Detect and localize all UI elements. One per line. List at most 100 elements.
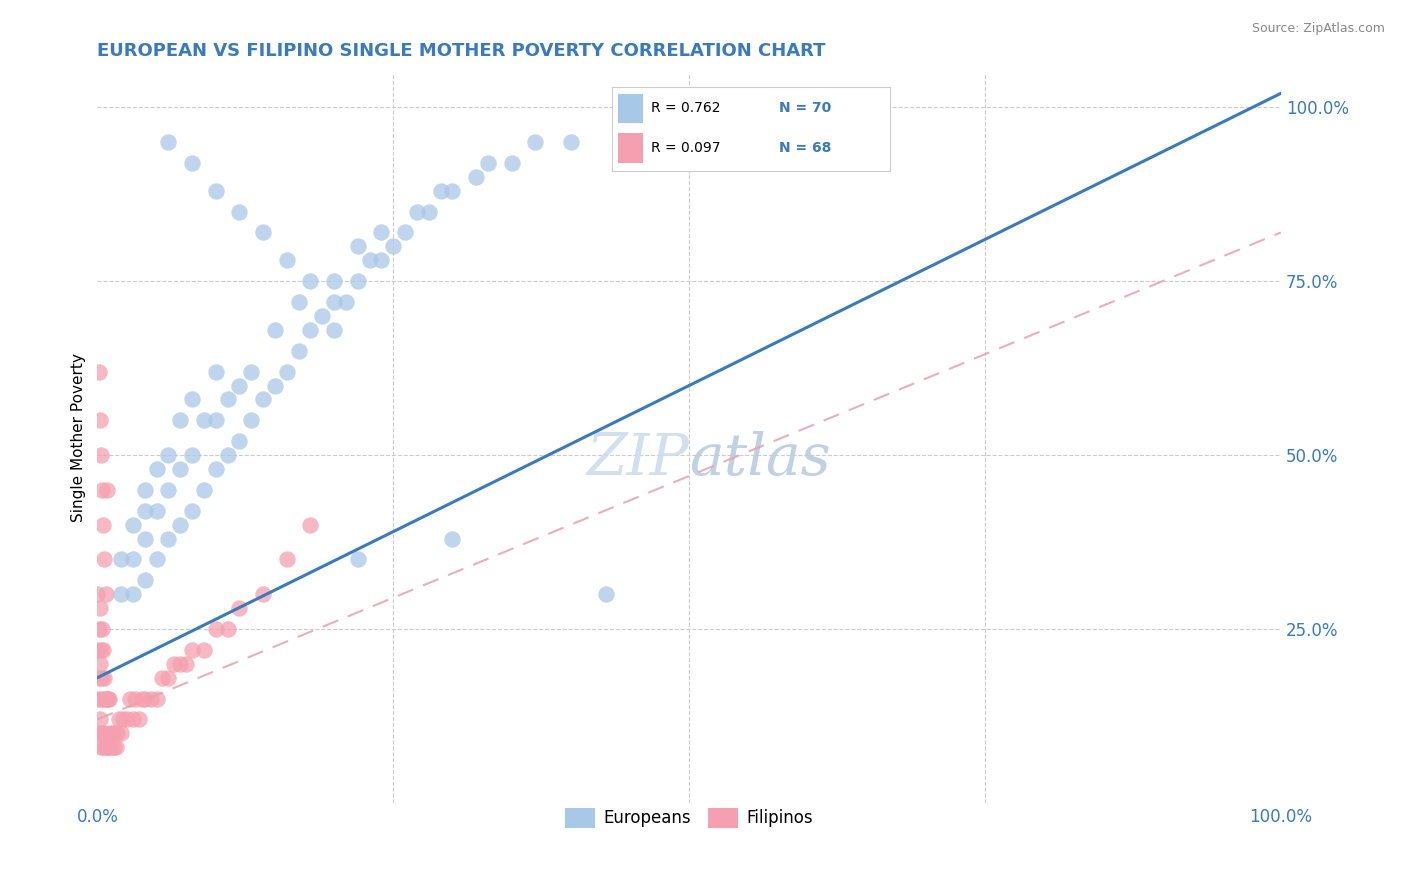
Point — [193, 483, 215, 497]
Point — [299, 323, 322, 337]
Point — [204, 462, 226, 476]
Point — [228, 601, 250, 615]
Point — [346, 274, 368, 288]
Point — [323, 323, 346, 337]
Point — [181, 643, 204, 657]
Point — [441, 184, 464, 198]
Point — [204, 413, 226, 427]
Point — [276, 365, 298, 379]
Point — [311, 309, 333, 323]
Point — [193, 643, 215, 657]
Legend: Europeans, Filipinos: Europeans, Filipinos — [558, 801, 820, 835]
Point — [104, 726, 127, 740]
Point — [501, 156, 523, 170]
Point — [157, 135, 180, 149]
Point — [90, 691, 112, 706]
Point — [134, 532, 156, 546]
Point — [382, 239, 405, 253]
Point — [169, 462, 191, 476]
Point — [96, 740, 118, 755]
Point — [134, 483, 156, 497]
Point — [323, 274, 346, 288]
Point — [91, 483, 114, 497]
Point — [134, 504, 156, 518]
Point — [240, 413, 263, 427]
Point — [110, 726, 132, 740]
Y-axis label: Single Mother Poverty: Single Mother Poverty — [72, 353, 86, 522]
Point — [252, 392, 274, 407]
Point — [157, 532, 180, 546]
Point — [181, 392, 204, 407]
Point — [87, 726, 110, 740]
Text: atlas: atlas — [689, 432, 831, 488]
Point — [89, 601, 111, 615]
Point — [406, 204, 429, 219]
Text: Source: ZipAtlas.com: Source: ZipAtlas.com — [1251, 22, 1385, 36]
Point — [276, 253, 298, 268]
Point — [346, 552, 368, 566]
Point — [91, 622, 114, 636]
Point — [323, 295, 346, 310]
Point — [276, 552, 298, 566]
Point — [204, 622, 226, 636]
Point — [145, 691, 167, 706]
Point — [169, 413, 191, 427]
Point — [252, 587, 274, 601]
Point — [157, 448, 180, 462]
Point — [252, 226, 274, 240]
Point — [121, 587, 143, 601]
Point — [98, 740, 121, 755]
Point — [86, 587, 108, 601]
Point — [87, 622, 110, 636]
Point — [524, 135, 547, 149]
Point — [121, 713, 143, 727]
Point — [96, 483, 118, 497]
Point — [93, 726, 115, 740]
Point — [112, 713, 135, 727]
Point — [86, 643, 108, 657]
Point — [264, 323, 287, 337]
Point — [124, 691, 146, 706]
Point — [120, 691, 142, 706]
Point — [97, 740, 120, 755]
Point — [299, 274, 322, 288]
Point — [145, 504, 167, 518]
Point — [139, 691, 162, 706]
Point — [418, 204, 440, 219]
Point — [204, 184, 226, 198]
Point — [90, 643, 112, 657]
Point — [89, 713, 111, 727]
Point — [465, 169, 488, 184]
Point — [204, 365, 226, 379]
Point — [370, 226, 392, 240]
Point — [346, 239, 368, 253]
Point — [91, 671, 114, 685]
Point — [359, 253, 381, 268]
Point — [477, 156, 499, 170]
Point — [157, 671, 180, 685]
Point — [181, 504, 204, 518]
Point — [98, 691, 121, 706]
Point — [96, 691, 118, 706]
Point — [228, 434, 250, 449]
Point — [103, 740, 125, 755]
Point — [107, 726, 129, 740]
Point — [94, 740, 117, 755]
Point — [287, 343, 309, 358]
Point — [335, 295, 357, 310]
Point — [89, 413, 111, 427]
Point — [93, 671, 115, 685]
Text: EUROPEAN VS FILIPINO SINGLE MOTHER POVERTY CORRELATION CHART: EUROPEAN VS FILIPINO SINGLE MOTHER POVER… — [97, 42, 825, 60]
Point — [217, 622, 239, 636]
Point — [217, 448, 239, 462]
Point — [163, 657, 186, 671]
Point — [134, 574, 156, 588]
Point — [110, 587, 132, 601]
Point — [560, 135, 582, 149]
Point — [101, 726, 124, 740]
Point — [181, 448, 204, 462]
Point — [115, 713, 138, 727]
Point — [193, 413, 215, 427]
Point — [145, 462, 167, 476]
Point — [98, 726, 121, 740]
